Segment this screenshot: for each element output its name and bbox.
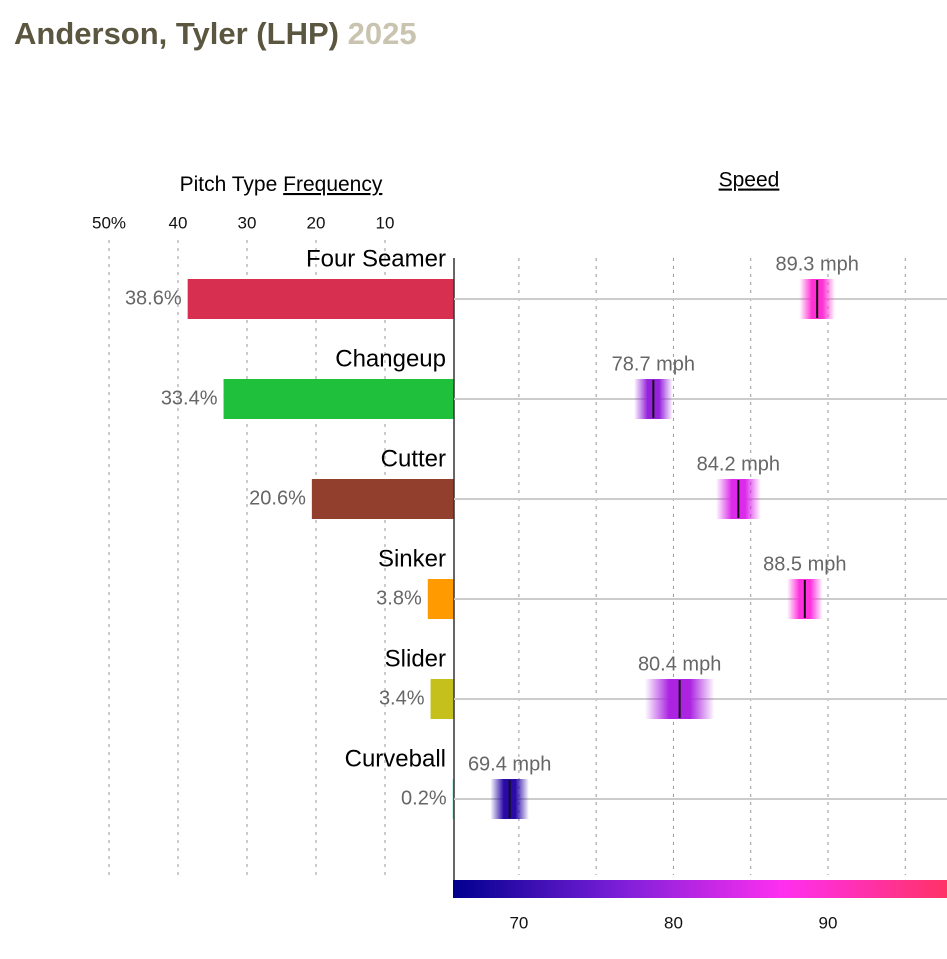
bar — [187, 279, 454, 319]
frequency-title: Pitch Type Frequency — [180, 173, 383, 196]
x-tick-label: 70 — [509, 913, 528, 932]
color-bar — [453, 880, 947, 898]
pitcher-name: Anderson, Tyler (LHP) — [14, 16, 339, 51]
title-prefix: Pitch Type — [180, 173, 278, 196]
value-label: 89.3 mph — [775, 253, 858, 275]
x-tick-label: 20 — [307, 213, 326, 232]
value-label: 88.5 mph — [763, 553, 846, 575]
value-label: 80.4 mph — [638, 653, 721, 675]
value-label: 20.6% — [249, 487, 306, 509]
value-label: 38.6% — [125, 287, 182, 309]
category-label: Sinker — [378, 545, 446, 572]
category-label: Changeup — [335, 345, 446, 372]
category-label: Four Seamer — [306, 245, 446, 272]
value-label: 69.4 mph — [468, 753, 551, 775]
x-tick-label: 10 — [376, 213, 395, 232]
bar — [430, 679, 454, 719]
x-tick-label: 90 — [819, 913, 838, 932]
page-title: Anderson, Tyler (LHP) 2025 — [14, 16, 417, 51]
x-tick-label: 80 — [664, 913, 683, 932]
value-label: 33.4% — [161, 387, 218, 409]
frequency-link[interactable]: Frequency — [283, 173, 383, 196]
x-tick-label: 50% — [92, 213, 126, 232]
category-label: Cutter — [381, 445, 446, 472]
bar — [311, 479, 454, 519]
category-label: Curveball — [345, 745, 446, 772]
value-label: 3.8% — [376, 587, 422, 609]
value-label: 0.2% — [401, 787, 447, 809]
season-year: 2025 — [348, 16, 417, 51]
bar — [223, 379, 454, 419]
value-label: 84.2 mph — [697, 453, 780, 475]
x-tick-label: 30 — [238, 213, 257, 232]
value-label: 78.7 mph — [612, 353, 695, 375]
category-label: Slider — [385, 645, 446, 672]
value-label: 3.4% — [379, 687, 425, 709]
x-tick-label: 40 — [169, 213, 188, 232]
bar — [427, 579, 454, 619]
speed-title[interactable]: Speed — [719, 169, 780, 192]
